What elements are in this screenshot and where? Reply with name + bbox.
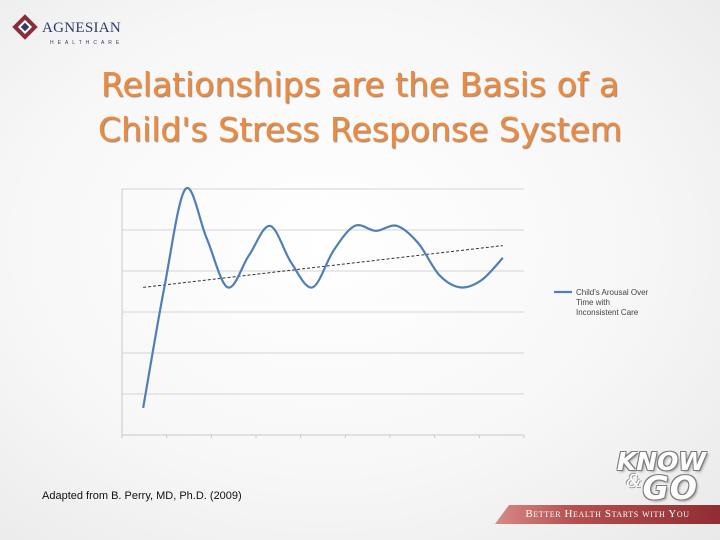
brand-ampersand: &	[625, 471, 642, 492]
brand-tagline: Better Health Starts with You	[495, 505, 720, 524]
chart-series-layer	[142, 186, 504, 409]
chart-axes	[121, 189, 525, 438]
chart-gridlines	[122, 188, 524, 395]
slide-title-line-2: Child's Stress Response System	[98, 110, 622, 149]
trend-line	[143, 245, 503, 288]
brand-go-text: GO	[642, 469, 698, 507]
know-and-go-brand: KNOW & GO Better Health Starts with You	[495, 447, 720, 540]
agnesian-logo: AGNESIAN HEALTHCARE	[12, 14, 124, 48]
legend-label-line: Child's Arousal Over	[576, 288, 649, 297]
diamond-logo-icon	[12, 14, 38, 40]
logo-subtext: HEALTHCARE	[50, 40, 124, 46]
chart-trend-layer	[143, 245, 503, 288]
legend-label-line: Inconsistent Care	[576, 308, 639, 317]
slide-title-line-1: Relationships are the Basis of a	[100, 65, 620, 104]
arousal-line-chart: Child's Arousal Over Time with Inconsisten…	[121, 186, 649, 438]
logo-text: AGNESIAN	[42, 20, 122, 36]
slide-title: Relationships are the Basis of a Child's…	[40, 62, 680, 152]
series-line-childs-arousal	[142, 186, 504, 409]
legend-label-line: Time with	[576, 298, 610, 307]
legend-label: Child's Arousal Over Time with Inconsisten…	[576, 288, 649, 317]
brand-know-text: KNOW	[616, 447, 706, 476]
source-caption: Adapted from B. Perry, MD, Ph.D. (2009)	[42, 490, 242, 502]
chart-legend: Child's Arousal Over Time with Inconsisten…	[554, 288, 649, 317]
